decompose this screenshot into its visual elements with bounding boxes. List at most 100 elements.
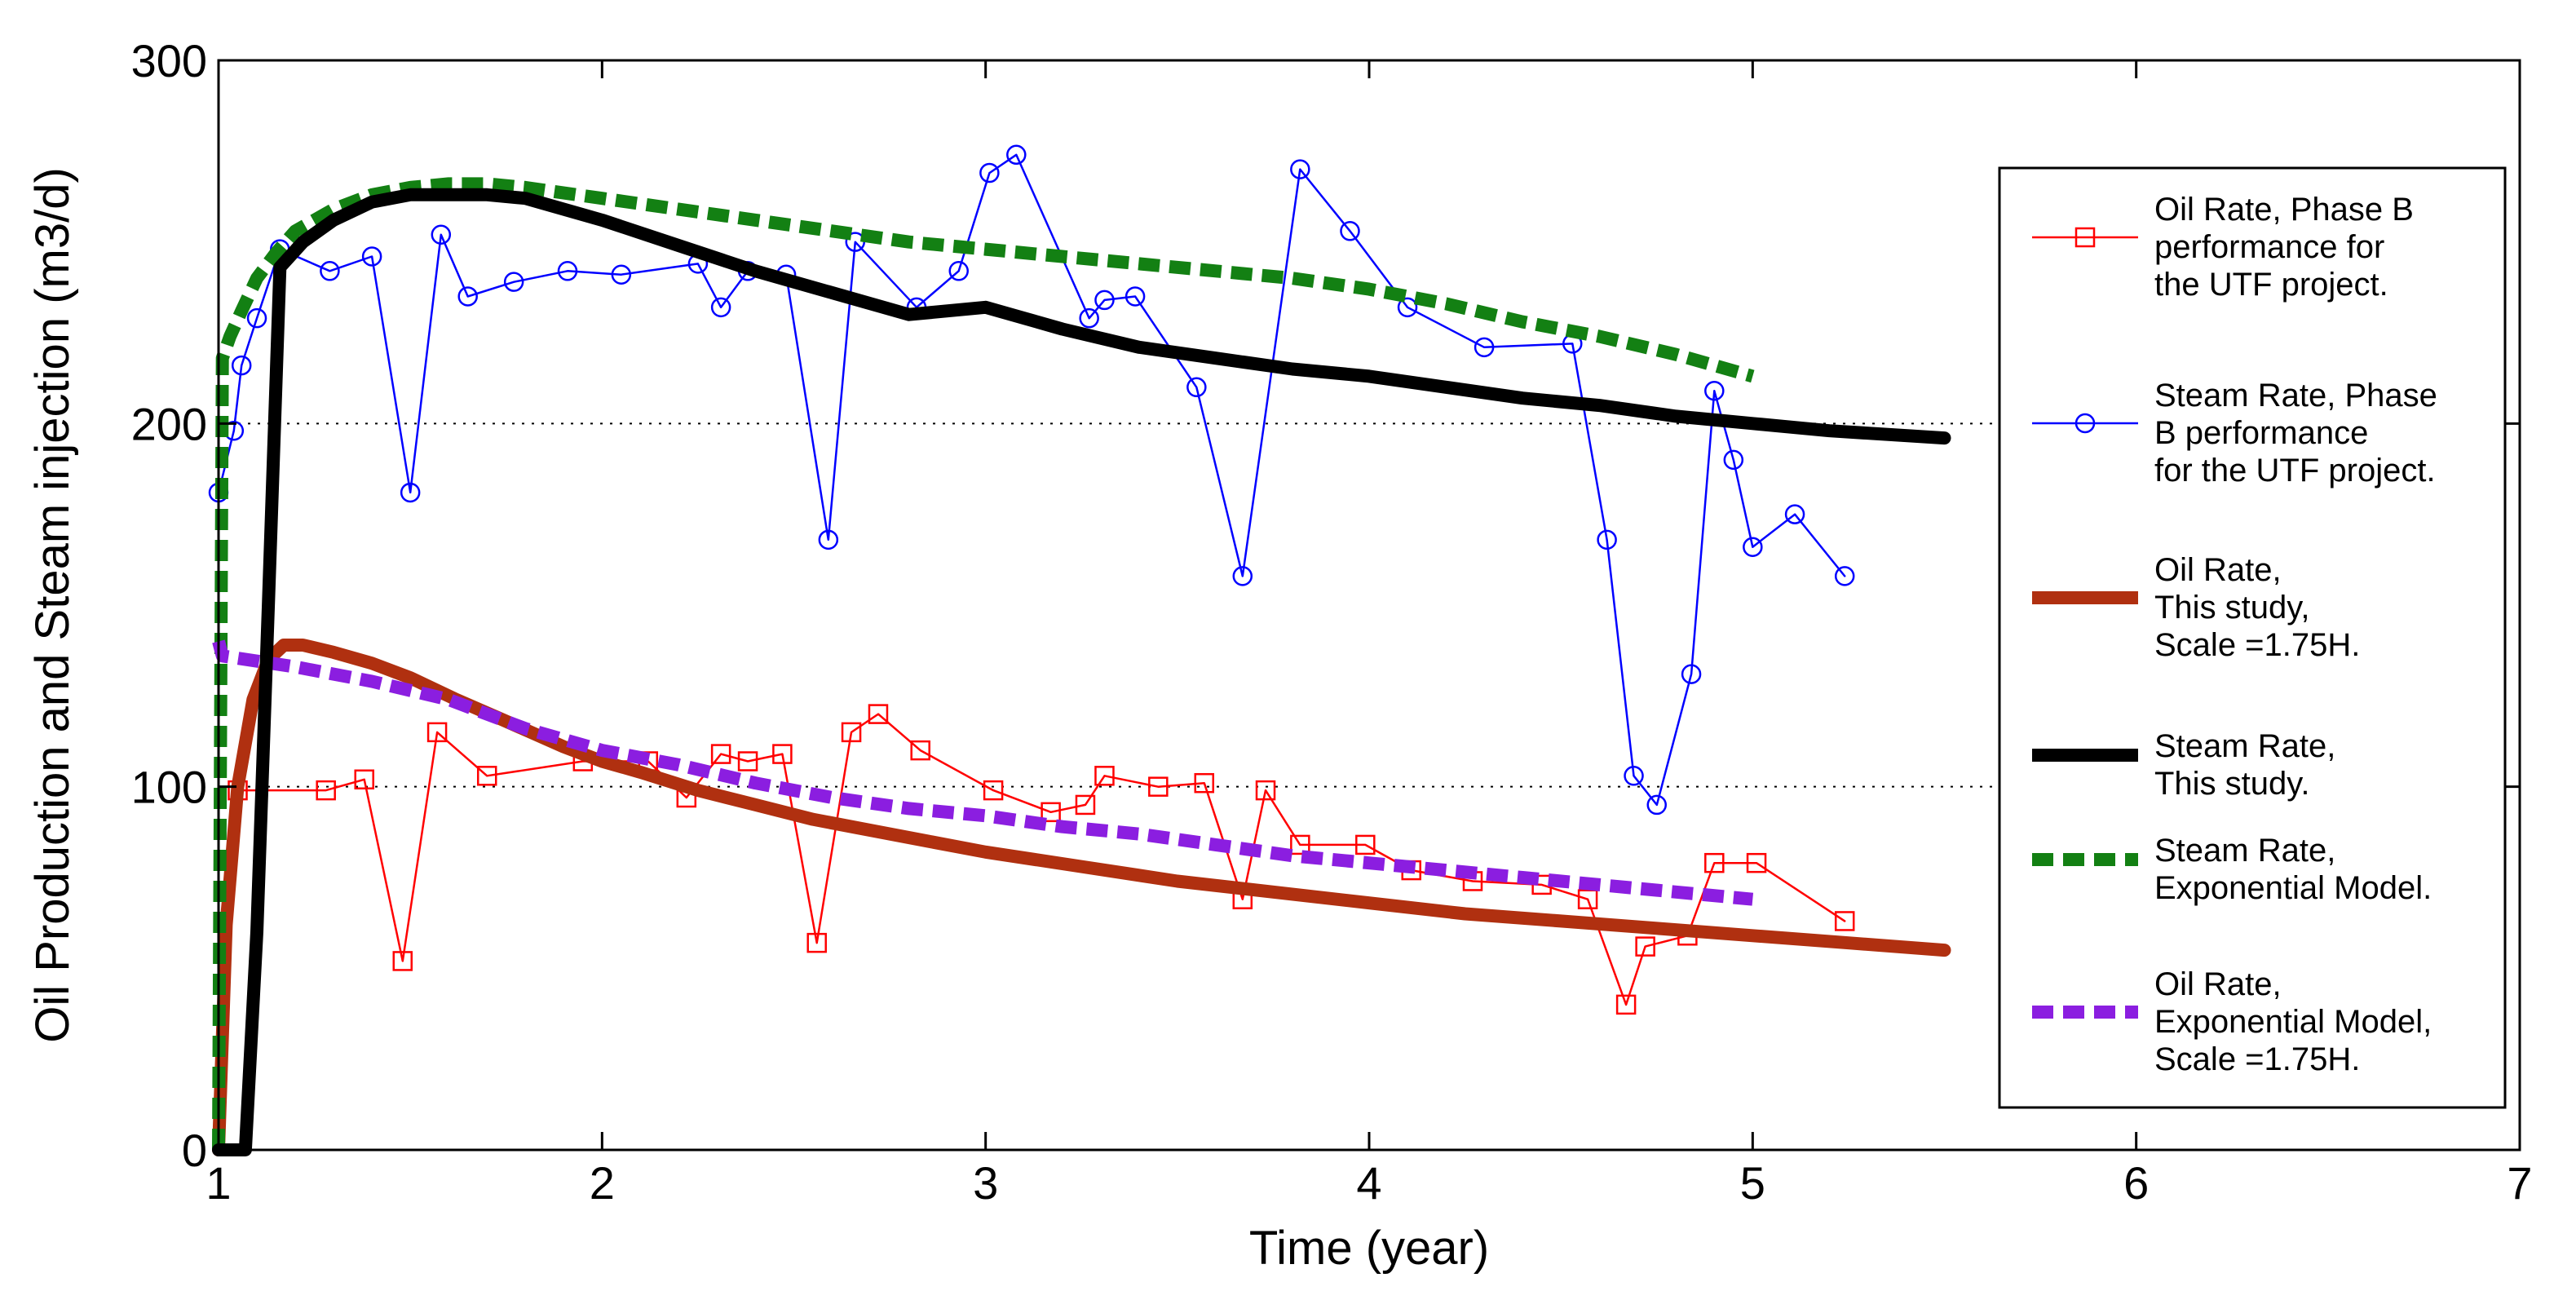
data-point <box>1041 802 1061 823</box>
data-point <box>979 162 1000 183</box>
x-tick-label: 3 <box>973 1157 998 1209</box>
legend-label: the UTF project. <box>2154 267 2388 303</box>
data-point <box>1784 504 1805 524</box>
data-point <box>1615 994 1637 1015</box>
data-point <box>320 261 340 281</box>
legend-label: Exponential Model, <box>2154 1004 2432 1040</box>
legend-label: Steam Rate, <box>2154 728 2335 764</box>
data-point <box>1635 936 1655 957</box>
legend-label: Scale =1.75H. <box>2154 627 2360 663</box>
y-tick-label: 200 <box>131 398 207 449</box>
data-point <box>1704 381 1725 401</box>
data-point <box>557 261 578 281</box>
legend-label: Steam Rate, <box>2154 833 2335 869</box>
data-point <box>868 704 889 724</box>
data-point <box>1340 221 1360 241</box>
legend-label: B performance <box>2154 415 2368 451</box>
data-point <box>1194 772 1215 794</box>
series-0 <box>228 704 1855 1015</box>
data-point <box>806 932 827 953</box>
data-point <box>392 951 413 971</box>
series-line <box>236 713 1846 1006</box>
y-tick-label: 100 <box>131 762 207 813</box>
x-tick-label: 5 <box>1740 1157 1765 1209</box>
legend-label: for the UTF project. <box>2154 453 2436 489</box>
y-tick-label: 300 <box>131 35 207 86</box>
data-point <box>1723 449 1744 471</box>
data-point <box>772 744 793 764</box>
legend-label: Oil Rate, Phase B <box>2154 192 2414 228</box>
legend-marker <box>2074 227 2096 248</box>
legend-label: performance for <box>2154 229 2384 265</box>
series-2 <box>212 639 1951 1156</box>
data-point <box>1397 297 1418 318</box>
series-line <box>212 639 1951 1156</box>
data-point <box>354 769 374 790</box>
data-point <box>1577 889 1598 909</box>
data-point <box>1075 794 1096 816</box>
data-point <box>361 246 382 267</box>
data-point <box>841 722 862 743</box>
data-point <box>1681 664 1702 684</box>
legend-label: This study, <box>2154 590 2309 626</box>
data-point <box>457 286 478 307</box>
legend-entry-4: Steam Rate,Exponential Model. <box>2032 833 2432 906</box>
data-point <box>983 780 1004 801</box>
legend-label: Oil Rate, <box>2154 966 2282 1002</box>
y-tick-label: 0 <box>182 1125 207 1176</box>
data-point <box>1232 566 1253 586</box>
legend-marker <box>2074 413 2096 434</box>
data-point <box>1474 337 1495 358</box>
data-point <box>818 529 839 550</box>
y-axis-title: Oil Production and Steam injection (m3/d… <box>26 167 79 1043</box>
legend-box <box>1998 166 2507 1109</box>
data-point <box>1746 852 1767 873</box>
data-point <box>1148 776 1169 797</box>
data-point <box>1290 834 1310 855</box>
legend-label: Oil Rate, <box>2154 552 2282 588</box>
data-point <box>1355 834 1376 855</box>
data-point <box>910 740 930 761</box>
x-axis-title: Time (year) <box>1249 1222 1489 1275</box>
data-point <box>1125 286 1146 307</box>
data-point <box>1834 911 1855 931</box>
legend-entry-5: Oil Rate,Exponential Model,Scale =1.75H. <box>2032 966 2432 1077</box>
legend-entry-3: Steam Rate,This study. <box>2032 728 2335 802</box>
series-line <box>217 153 1846 807</box>
x-tick-label: 2 <box>590 1157 615 1209</box>
data-point <box>431 224 452 245</box>
data-point <box>1094 766 1115 786</box>
series-4 <box>212 177 1755 1151</box>
data-point <box>1255 780 1276 801</box>
data-point <box>710 297 731 318</box>
data-point <box>503 272 524 292</box>
x-tick-label: 6 <box>2123 1157 2149 1209</box>
data-point <box>231 355 252 376</box>
legend-entry-2: Oil Rate,This study,Scale =1.75H. <box>2032 552 2360 663</box>
data-point <box>1646 794 1667 816</box>
data-point <box>611 264 632 285</box>
data-point <box>737 751 758 771</box>
data-point <box>1743 537 1763 557</box>
legend-label: Scale =1.75H. <box>2154 1041 2360 1077</box>
data-point <box>948 261 969 281</box>
data-point <box>1290 159 1310 179</box>
x-tick-label: 1 <box>205 1157 231 1209</box>
data-point <box>1079 307 1099 329</box>
data-point <box>1704 852 1725 873</box>
data-point <box>1597 529 1617 550</box>
legend-label: Exponential Model. <box>2154 870 2432 906</box>
series-line <box>212 639 1754 906</box>
series-line <box>212 188 1951 1156</box>
data-point <box>1834 566 1855 586</box>
legend-label: Steam Rate, Phase <box>2154 378 2437 413</box>
data-point <box>426 722 448 743</box>
data-point <box>1006 144 1027 166</box>
x-tick-label: 4 <box>1356 1157 1381 1209</box>
legend-label: This study. <box>2154 766 2309 802</box>
data-point <box>1186 377 1207 398</box>
